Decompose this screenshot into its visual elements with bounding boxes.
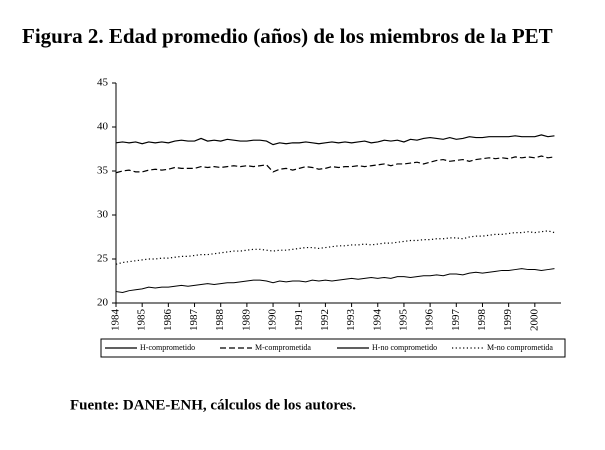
x-tick-label: 1997: [450, 309, 462, 332]
source-note: Fuente: DANE-ENH, cálculos de los autore…: [70, 397, 356, 413]
series-line: [115, 155, 555, 174]
y-tick-label: 35: [97, 165, 109, 177]
y-tick-label: 40: [97, 121, 109, 133]
x-tick-label: 1992: [319, 309, 331, 331]
x-tick-label: 1995: [397, 309, 409, 332]
y-tick-label: 45: [97, 77, 109, 89]
chart-title: Figura 2. Edad promedio (años) de los mi…: [22, 24, 553, 48]
x-tick-label: 1990: [267, 309, 279, 332]
x-tick-label: 1998: [476, 309, 488, 332]
legend-box: [100, 338, 566, 358]
x-tick-label: 1999: [502, 309, 514, 332]
x-tick-label: 1987: [188, 309, 200, 332]
x-tick-label: 1984: [110, 309, 122, 332]
x-tick-label: 1986: [162, 309, 174, 332]
x-tick-label: 1993: [345, 309, 357, 332]
legend-label: M-no comprometida: [487, 343, 553, 352]
series-line: [115, 134, 555, 146]
x-tick-label: 1991: [293, 309, 305, 331]
y-tick-label: 30: [97, 209, 109, 221]
y-tick-label: 20: [97, 297, 109, 309]
x-tick-label: 1989: [240, 309, 252, 332]
x-tick-label: 1996: [424, 309, 436, 332]
legend-label: H-no comprometido: [372, 343, 437, 352]
legend-label: M-comprometida: [255, 343, 311, 352]
series-line: [115, 230, 555, 265]
x-tick-label: 2000: [528, 309, 540, 332]
x-tick-label: 1988: [214, 309, 226, 332]
x-tick-label: 1994: [371, 309, 383, 332]
series-line: [115, 268, 555, 293]
legend-label: H-comprometido: [140, 343, 195, 352]
x-tick-label: 1985: [136, 309, 148, 332]
y-tick-label: 25: [97, 253, 109, 265]
